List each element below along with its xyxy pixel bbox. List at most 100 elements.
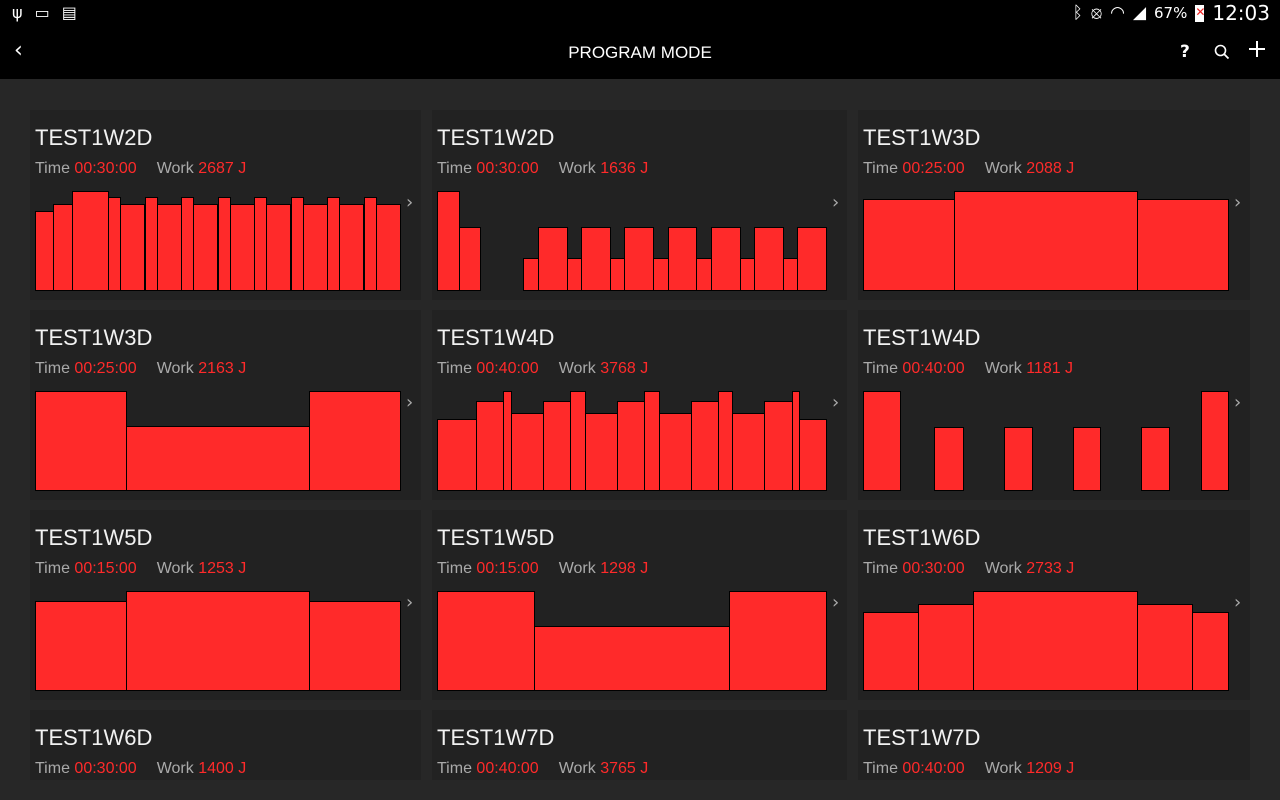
program-name: TEST1W3D	[35, 325, 153, 350]
workout-segment-bar	[753, 227, 784, 291]
time-value: 00:25:00	[74, 360, 137, 377]
workout-segment-bar	[437, 191, 460, 291]
workout-segment-bar	[717, 391, 734, 491]
work-value: 1209 J	[1026, 760, 1075, 777]
work-value: 3765 J	[600, 760, 649, 777]
workout-segment-bar	[710, 227, 741, 291]
program-meta: Time 00:25:00 Work 2163 J	[35, 360, 246, 378]
work-label: Work	[156, 760, 194, 777]
workout-segment-bar	[1141, 427, 1170, 491]
workout-segment-bar	[732, 413, 766, 491]
vibrate-mute-icon: ⦻	[1090, 3, 1103, 23]
workout-segment-bar	[581, 227, 611, 291]
program-card[interactable]: TEST1W4D Time 00:40:00 Work 3768 J ›	[432, 310, 847, 500]
time-value: 00:30:00	[74, 760, 137, 777]
program-card[interactable]: TEST1W3D Time 00:25:00 Work 2088 J ›	[858, 110, 1250, 300]
work-label: Work	[558, 760, 596, 777]
workout-segment-bar	[542, 401, 571, 491]
workout-segment-bar	[566, 258, 583, 291]
program-name: TEST1W6D	[35, 725, 153, 750]
workout-segment-bar	[71, 191, 109, 291]
program-card[interactable]: TEST1W3D Time 00:25:00 Work 2163 J ›	[30, 310, 421, 500]
workout-segment-bar	[1191, 612, 1229, 691]
workout-segment-bar	[624, 227, 655, 291]
work-label: Work	[156, 360, 194, 377]
workout-segment-bar	[35, 601, 128, 691]
program-name: TEST1W6D	[863, 525, 981, 550]
program-card[interactable]: TEST1W5D Time 00:15:00 Work 1298 J ›	[432, 510, 847, 700]
workout-segment-bar	[53, 204, 73, 291]
workout-segment-bar	[126, 426, 310, 491]
chevron-right-icon[interactable]: ›	[832, 392, 840, 413]
workout-segment-bar	[764, 401, 793, 491]
workout-profile-chart	[35, 191, 401, 291]
work-value: 2733 J	[1026, 560, 1075, 577]
chevron-right-icon[interactable]: ›	[406, 192, 414, 213]
workout-segment-bar	[266, 204, 292, 291]
program-card[interactable]: TEST1W6D Time 00:30:00 Work 2733 J ›	[858, 510, 1250, 700]
screen-cast-icon: ▭	[34, 3, 50, 22]
program-name: TEST1W2D	[35, 125, 153, 150]
workout-segment-bar	[308, 391, 401, 491]
workout-segment-bar	[917, 604, 974, 691]
workout-profile-chart	[863, 191, 1229, 291]
program-name: TEST1W4D	[437, 325, 555, 350]
workout-profile-chart	[437, 391, 827, 491]
status-bar: ψ ▭ ▤ ᛒ ⦻ ◠ ◢ 67% ✕ 12:03	[0, 0, 1280, 26]
workout-profile-chart	[437, 591, 827, 691]
help-button[interactable]: ?	[1180, 42, 1190, 62]
work-value: 1253 J	[198, 560, 247, 577]
work-label: Work	[984, 760, 1022, 777]
time-value: 00:25:00	[902, 160, 965, 177]
sim-off-icon: ▤	[61, 3, 77, 22]
chevron-right-icon[interactable]: ›	[1234, 592, 1242, 613]
program-card[interactable]: TEST1W4D Time 00:40:00 Work 1181 J ›	[858, 310, 1250, 500]
workout-segment-bar	[1072, 427, 1102, 491]
search-icon[interactable]	[1214, 41, 1230, 65]
workout-segment-bar	[510, 413, 544, 491]
program-meta: Time 00:40:00 Work 1209 J	[863, 760, 1074, 778]
program-card[interactable]: TEST1W5D Time 00:15:00 Work 1253 J ›	[30, 510, 421, 700]
chevron-right-icon[interactable]: ›	[832, 592, 840, 613]
program-card[interactable]: TEST1W7D Time 00:40:00 Work 3765 J	[432, 710, 847, 780]
time-label: Time	[35, 560, 70, 577]
workout-segment-bar	[35, 391, 128, 491]
program-meta: Time 00:25:00 Work 2088 J	[863, 160, 1074, 178]
program-meta: Time 00:30:00 Work 2733 J	[863, 560, 1074, 578]
workout-segment-bar	[476, 401, 505, 491]
workout-segment-bar	[933, 427, 965, 491]
program-grid[interactable]: TEST1W2D Time 00:30:00 Work 2687 J › TEST1…	[0, 79, 1280, 780]
battery-icon: ✕	[1195, 4, 1205, 22]
time-label: Time	[437, 560, 472, 577]
work-label: Work	[984, 160, 1022, 177]
chevron-right-icon[interactable]: ›	[406, 392, 414, 413]
time-label: Time	[35, 160, 70, 177]
time-value: 00:40:00	[902, 760, 965, 777]
work-value: 2163 J	[198, 360, 247, 377]
time-label: Time	[437, 360, 472, 377]
chevron-right-icon[interactable]: ›	[832, 192, 840, 213]
clock: 12:03	[1212, 1, 1270, 25]
chevron-right-icon[interactable]: ›	[1234, 392, 1242, 413]
workout-segment-bar	[863, 199, 956, 291]
workout-segment-bar	[728, 591, 827, 691]
time-label: Time	[863, 560, 898, 577]
program-name: TEST1W4D	[863, 325, 981, 350]
program-card[interactable]: TEST1W2D Time 00:30:00 Work 2687 J ›	[30, 110, 421, 300]
program-card[interactable]: TEST1W6D Time 00:30:00 Work 1400 J	[30, 710, 421, 780]
chevron-right-icon[interactable]: ›	[406, 592, 414, 613]
workout-segment-bar	[863, 391, 901, 491]
chevron-left-icon[interactable]: ‹	[14, 38, 23, 63]
chevron-right-icon[interactable]: ›	[1234, 192, 1242, 213]
time-value: 00:40:00	[476, 360, 539, 377]
program-card[interactable]: TEST1W7D Time 00:40:00 Work 1209 J	[858, 710, 1250, 780]
workout-profile-chart	[437, 191, 827, 291]
program-card[interactable]: TEST1W2D Time 00:30:00 Work 1636 J ›	[432, 110, 847, 300]
plus-icon[interactable]	[1248, 39, 1266, 63]
work-label: Work	[156, 560, 194, 577]
program-meta: Time 00:30:00 Work 2687 J	[35, 160, 246, 178]
wifi-icon: ◠	[1110, 3, 1125, 23]
program-name: TEST1W5D	[35, 525, 153, 550]
time-value: 00:40:00	[902, 360, 965, 377]
battery-percent: 67%	[1154, 4, 1188, 22]
